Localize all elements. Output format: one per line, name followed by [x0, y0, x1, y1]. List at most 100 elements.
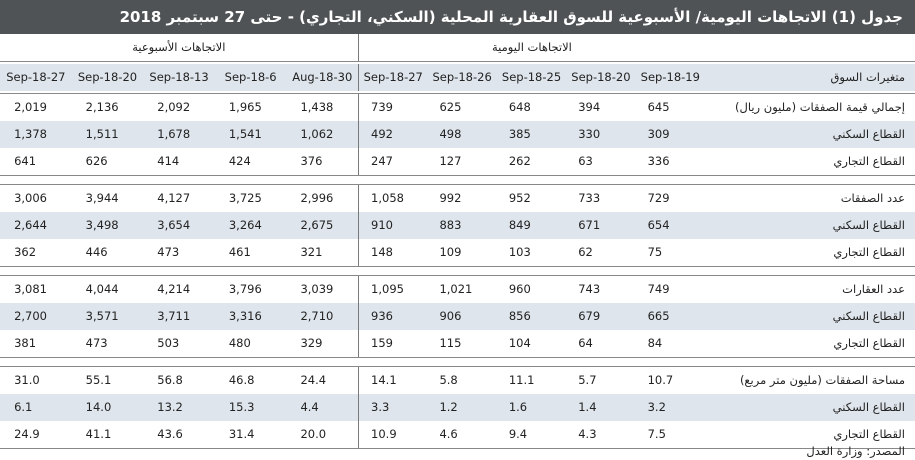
cell-value: 14.1: [358, 367, 427, 394]
date: 20-Sep-18: [77, 70, 138, 84]
cell-value: 641: [14, 154, 37, 168]
row-label: عدد الصفقات: [840, 191, 905, 205]
cell-value: 1,678: [157, 127, 191, 141]
weekly-heading: الاتجاهات الأسبوعية: [132, 40, 226, 54]
title: جدول (1) الاتجاهات اليومية/ الأسبوعية لل…: [0, 0, 915, 34]
date: 27-Sep-18: [358, 64, 427, 91]
cell-value: 148: [358, 239, 427, 266]
cell-value: 4.4: [300, 400, 319, 414]
cell-value: 3,796: [228, 282, 262, 296]
cell-value: 952: [508, 191, 531, 205]
row-group: إجمالي قيمة الصفقات (مليون ريال) 645 394 64…: [0, 93, 915, 176]
cell-value: 2,996: [300, 191, 334, 205]
cell-value: 625: [439, 100, 462, 114]
cell-value: 41.1: [85, 427, 112, 441]
row-label: القطاع التجاري: [833, 154, 905, 168]
cell-value: 849: [508, 218, 531, 232]
cell-value: 4,044: [85, 282, 119, 296]
cell-value: 159: [358, 330, 427, 357]
row-group: عدد الصفقات 729 733 952 992 1,058 2,996 3,725 4,…: [0, 184, 915, 267]
cell-value: 1,062: [300, 127, 334, 141]
cell-value: 109: [439, 245, 462, 259]
cell-value: 626: [85, 154, 108, 168]
cell-value: 3,654: [157, 218, 191, 232]
cell-value: 9.4: [508, 427, 528, 441]
cell-value: 906: [439, 309, 462, 323]
cell-value: 3,711: [157, 309, 191, 323]
cell-value: 910: [358, 212, 427, 239]
cell-value: 10.9: [358, 421, 427, 448]
date: 30-Aug-18: [292, 70, 353, 84]
data-row: القطاع التجاري 75 62 103 109 148 321 461 473 446 3…: [0, 239, 915, 266]
cell-value: 336: [647, 154, 670, 168]
group-heading-row: الاتجاهات اليومية الاتجاهات الأسبوعية: [0, 34, 915, 62]
cell-value: 480: [228, 336, 251, 350]
cell-value: 2,092: [157, 100, 191, 114]
data-row: إجمالي قيمة الصفقات (مليون ريال) 645 394 64…: [0, 94, 915, 121]
cell-value: 4.6: [439, 427, 458, 441]
row-label: القطاع السكني: [832, 309, 905, 323]
row-heading: متغيرات السوق: [830, 70, 906, 84]
cell-value: 1,095: [358, 276, 427, 303]
cell-value: 729: [647, 191, 670, 205]
cell-value: 62: [578, 245, 593, 259]
cell-value: 4.3: [578, 427, 597, 441]
data-row: عدد العقارات 749 743 960 1,021 1,095 3,039 3,79…: [0, 276, 915, 303]
cell-value: 309: [647, 127, 670, 141]
cell-value: 64: [578, 336, 593, 350]
cell-value: 3,316: [228, 309, 262, 323]
cell-value: 1.4: [578, 400, 597, 414]
cell-value: 2,710: [300, 309, 334, 323]
data-row: عدد الصفقات 729 733 952 992 1,058 2,996 3,725 4,…: [0, 185, 915, 212]
cell-value: 6.1: [14, 400, 33, 414]
cell-value: 2,644: [14, 218, 48, 232]
cell-value: 10.7: [647, 373, 674, 387]
cell-value: 856: [508, 309, 531, 323]
cell-value: 115: [439, 336, 462, 350]
cell-value: 743: [578, 282, 601, 296]
row-label: القطاع السكني: [832, 400, 905, 414]
cell-value: 84: [647, 336, 663, 350]
row-label: القطاع السكني: [832, 127, 905, 141]
cell-value: 5.8: [439, 373, 458, 387]
cell-value: 75: [647, 245, 663, 259]
cell-value: 3.2: [647, 400, 666, 414]
cell-value: 381: [14, 336, 37, 350]
cell-value: 992: [439, 191, 462, 205]
cell-value: 492: [358, 121, 427, 148]
row-group: عدد العقارات 749 743 960 1,021 1,095 3,039 3,79…: [0, 275, 915, 358]
daily-heading: الاتجاهات اليومية: [357, 34, 706, 61]
cell-value: 24.9: [14, 427, 40, 441]
cell-value: 1,511: [85, 127, 119, 141]
data-row: القطاع التجاري 84 64 104 115 159 329 480 503 473 3…: [0, 330, 915, 357]
cell-value: 3,571: [85, 309, 119, 323]
cell-value: 5.7: [578, 373, 597, 387]
cell-value: 3,006: [14, 191, 48, 205]
row-label: مساحة الصفقات (مليون متر مربع): [739, 373, 905, 387]
source: المصدر: وزارة العدل: [806, 444, 905, 458]
cell-value: 15.3: [228, 400, 255, 414]
cell-value: 43.6: [157, 427, 183, 441]
cell-value: 103: [508, 245, 531, 259]
cell-value: 376: [300, 154, 323, 168]
cell-value: 3,944: [85, 191, 119, 205]
cell-value: 31.0: [14, 373, 40, 387]
cell-value: 2,675: [300, 218, 334, 232]
row-label: إجمالي قيمة الصفقات (مليون ريال): [735, 100, 905, 114]
cell-value: 446: [85, 245, 108, 259]
data-row: القطاع التجاري 336 63 262 127 247 376 424 414 626…: [0, 148, 915, 175]
cell-value: 2,700: [14, 309, 48, 323]
date: 26-Sep-18: [432, 70, 492, 84]
cell-value: 1,021: [439, 282, 473, 296]
cell-value: 20.0: [300, 427, 327, 441]
cell-value: 1,378: [14, 127, 48, 141]
cell-value: 1,438: [300, 100, 334, 114]
row-group: مساحة الصفقات (مليون متر مربع) 10.7 5.7 11.…: [0, 366, 915, 449]
table-body: متغيرات السوق 19-Sep-18 20-Sep-18 25-Sep-18…: [0, 64, 915, 449]
cell-value: 739: [358, 94, 427, 121]
cell-value: 31.4: [228, 427, 255, 441]
cell-value: 473: [85, 336, 108, 350]
cell-value: 127: [439, 154, 462, 168]
cell-value: 46.8: [228, 373, 255, 387]
